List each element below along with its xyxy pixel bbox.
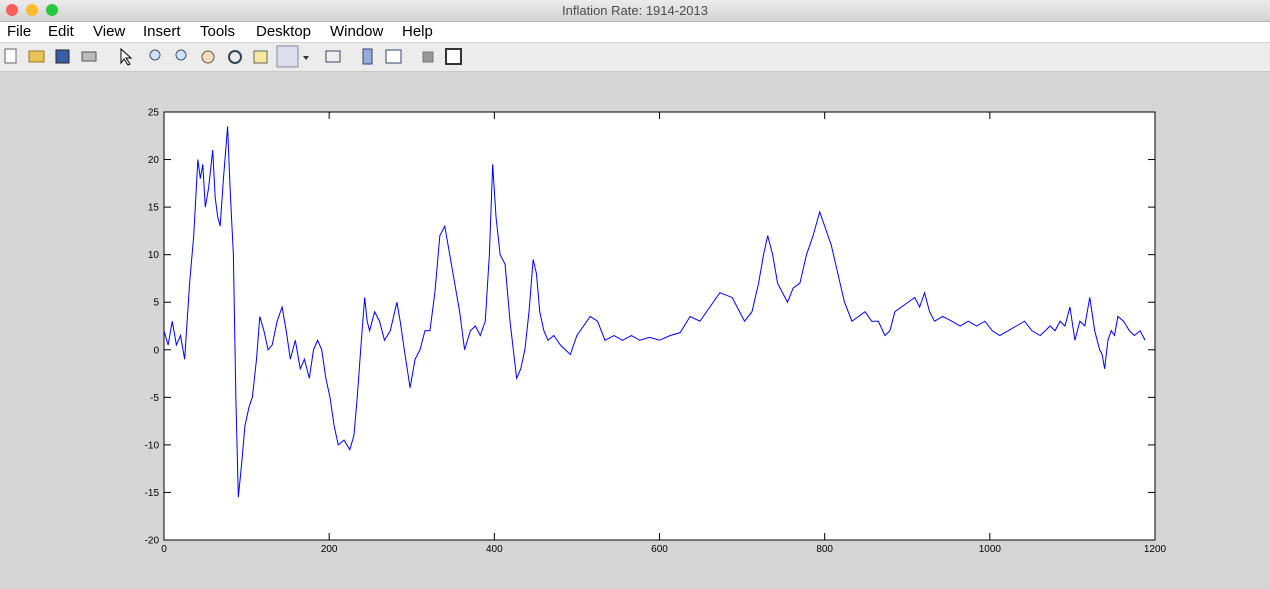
window-title: Inflation Rate: 1914-2013: [562, 3, 708, 18]
menu-item[interactable]: File: [7, 23, 32, 40]
y-tick-label: -10: [145, 440, 160, 451]
menu-item[interactable]: Help: [402, 23, 433, 40]
zoom-button[interactable]: [46, 4, 58, 16]
y-tick-label: -15: [145, 488, 160, 499]
y-tick-label: 20: [148, 155, 160, 166]
y-tick-label: -20: [145, 536, 160, 547]
pointer-icon[interactable]: [120, 47, 133, 66]
save-icon[interactable]: [55, 49, 70, 64]
x-tick-label: 800: [816, 544, 833, 555]
toolbar: [0, 43, 1270, 72]
new-icon[interactable]: [4, 48, 17, 64]
x-tick-label: 400: [486, 544, 503, 555]
plot-area: [163, 111, 1156, 541]
menu-item[interactable]: Desktop: [256, 23, 312, 40]
menu-bar: File Edit View Insert Tools Desktop Window Help: [0, 22, 1270, 42]
menu-item[interactable]: View: [93, 23, 126, 40]
pan-icon[interactable]: [201, 50, 215, 64]
y-tick-label: 10: [148, 250, 160, 261]
brush-menu[interactable]: [303, 56, 309, 60]
print-icon[interactable]: [81, 51, 97, 62]
link-icon[interactable]: [325, 50, 341, 63]
title-bar: Inflation Rate: 1914-2013: [0, 0, 1270, 22]
hide-tools-icon[interactable]: [422, 51, 434, 63]
open-icon[interactable]: [28, 50, 45, 63]
x-tick-label: 0: [161, 544, 167, 555]
x-tick-label: 1200: [1144, 544, 1167, 555]
y-tick-label: 5: [153, 298, 159, 309]
rotate-icon[interactable]: [228, 50, 242, 64]
minimize-button[interactable]: [26, 4, 38, 16]
close-button[interactable]: [6, 4, 18, 16]
zoom-in-icon[interactable]: [149, 49, 161, 61]
y-tick-label: 15: [148, 203, 160, 214]
zoom-out-icon[interactable]: [175, 49, 187, 61]
y-tick-label: 0: [153, 345, 159, 356]
toolbar-icons: [4, 45, 462, 68]
y-tick-label: 25: [148, 108, 160, 119]
menu-item[interactable]: Insert: [143, 23, 181, 40]
menu-item[interactable]: Edit: [48, 23, 74, 40]
colorbar-icon[interactable]: [362, 48, 373, 65]
dock-icon[interactable]: [445, 48, 462, 65]
x-tick-label: 200: [321, 544, 338, 555]
datatip-icon[interactable]: [253, 50, 268, 64]
data-line: [163, 126, 1146, 498]
y-tick-label: -5: [150, 393, 159, 404]
x-tick-label: 1000: [979, 544, 1002, 555]
menu-item[interactable]: Window: [330, 23, 384, 40]
x-tick-label: 600: [651, 544, 668, 555]
legend-icon[interactable]: [385, 49, 402, 64]
menu-item[interactable]: Tools: [200, 23, 236, 40]
chart: -20 -15 -10 -5 0 5 10 15 20 25 0 200 400 600 800 1000 12…: [145, 108, 1167, 556]
brush-icon[interactable]: [276, 45, 299, 68]
